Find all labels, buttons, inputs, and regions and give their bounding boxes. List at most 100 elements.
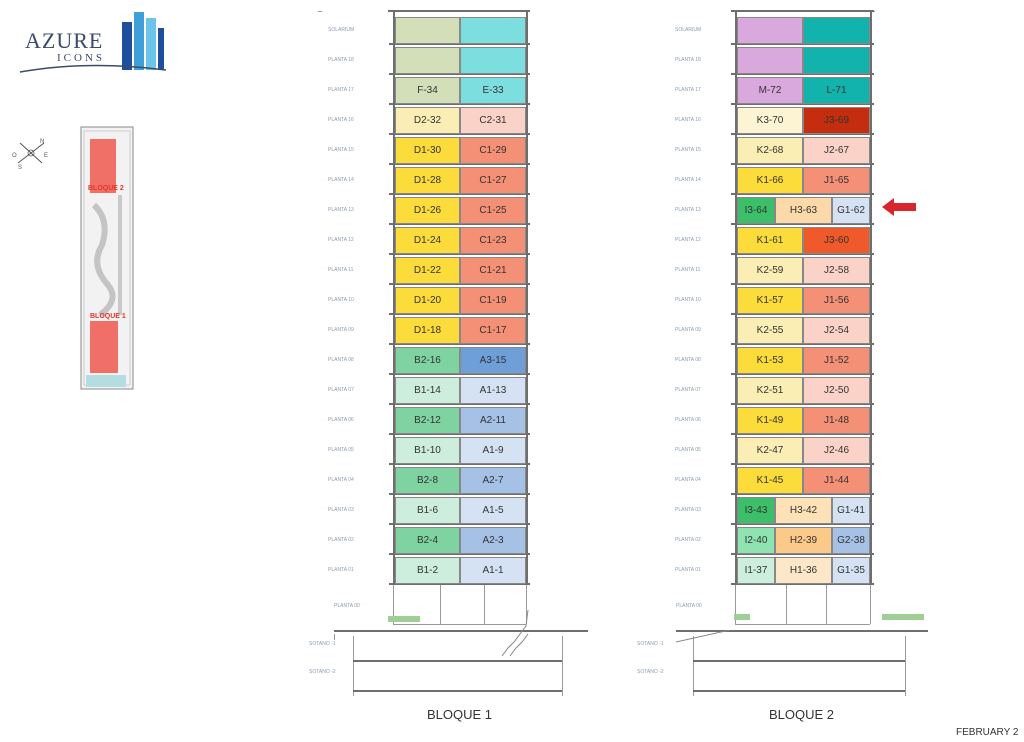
apartment-unit[interactable]: K2-47 <box>737 437 803 464</box>
floor-slab <box>731 313 874 315</box>
apartment-unit[interactable]: K3-70 <box>737 107 803 134</box>
apartment-unit[interactable]: K1-57 <box>737 287 803 314</box>
apartment-unit[interactable]: D1-26 <box>395 197 460 224</box>
apartment-unit[interactable] <box>395 47 460 74</box>
apartment-unit[interactable]: A1-5 <box>460 497 526 524</box>
floor-slab <box>731 553 874 555</box>
apartment-unit[interactable]: A1-9 <box>460 437 526 464</box>
floor-slab <box>731 193 874 195</box>
apartment-unit[interactable]: G1-35 <box>832 557 870 584</box>
apartment-unit[interactable]: L-71 <box>803 77 870 104</box>
apartment-unit[interactable]: B1-10 <box>395 437 460 464</box>
floor-label: PLANTA 07 <box>675 387 701 393</box>
apartment-unit[interactable] <box>460 17 526 44</box>
apartment-unit[interactable]: C1-21 <box>460 257 526 284</box>
apartment-unit[interactable]: B1-2 <box>395 557 460 584</box>
apartment-unit[interactable]: K1-61 <box>737 227 803 254</box>
floor-slab <box>389 403 530 405</box>
apartment-unit[interactable]: D1-30 <box>395 137 460 164</box>
apartment-unit[interactable] <box>460 47 526 74</box>
apartment-unit[interactable]: M-72 <box>737 77 803 104</box>
apartment-unit[interactable]: G2-38 <box>832 527 870 554</box>
apartment-unit[interactable]: C1-29 <box>460 137 526 164</box>
apartment-unit[interactable]: A3-15 <box>460 347 526 374</box>
apartment-unit[interactable]: K1-53 <box>737 347 803 374</box>
apartment-unit[interactable]: H1-36 <box>775 557 832 584</box>
apartment-unit[interactable]: G1-62 <box>832 197 870 224</box>
apartment-unit[interactable] <box>803 47 870 74</box>
apartment-unit[interactable]: C1-23 <box>460 227 526 254</box>
apartment-unit[interactable]: K1-45 <box>737 467 803 494</box>
apartment-unit[interactable]: C1-27 <box>460 167 526 194</box>
apartment-unit[interactable]: J1-52 <box>803 347 870 374</box>
apartment-unit[interactable]: I1-37 <box>737 557 775 584</box>
apartment-unit[interactable]: B2-8 <box>395 467 460 494</box>
apartment-unit[interactable]: J2-50 <box>803 377 870 404</box>
apartment-unit[interactable]: D1-22 <box>395 257 460 284</box>
floor-label: PLANTA 14 <box>675 177 701 183</box>
apartment-unit[interactable]: A1-1 <box>460 557 526 584</box>
apartment-unit[interactable]: C1-25 <box>460 197 526 224</box>
footer-date: FEBRUARY 2 <box>956 727 1019 738</box>
apartment-unit[interactable]: J2-67 <box>803 137 870 164</box>
apartment-unit[interactable]: C1-17 <box>460 317 526 344</box>
apartment-unit[interactable]: J2-46 <box>803 437 870 464</box>
apartment-unit[interactable]: A1-13 <box>460 377 526 404</box>
apartment-unit[interactable]: J1-65 <box>803 167 870 194</box>
apartment-unit[interactable]: C2-31 <box>460 107 526 134</box>
apartment-unit[interactable]: B1-14 <box>395 377 460 404</box>
compass-north: N <box>40 139 44 145</box>
apartment-unit[interactable]: B2-12 <box>395 407 460 434</box>
floor-slab <box>731 133 874 135</box>
apartment-unit[interactable]: K1-49 <box>737 407 803 434</box>
floor-label: PLANTA 11 <box>675 267 701 273</box>
apartment-unit[interactable]: B2-4 <box>395 527 460 554</box>
apartment-unit[interactable]: D1-20 <box>395 287 460 314</box>
apartment-unit[interactable]: B1-6 <box>395 497 460 524</box>
apartment-unit[interactable]: H3-63 <box>775 197 832 224</box>
apartment-unit[interactable]: D2-32 <box>395 107 460 134</box>
compass-east: E <box>44 153 48 159</box>
apartment-unit[interactable]: K2-68 <box>737 137 803 164</box>
apartment-unit[interactable]: A2-3 <box>460 527 526 554</box>
apartment-unit[interactable]: D1-28 <box>395 167 460 194</box>
apartment-unit[interactable]: B2-16 <box>395 347 460 374</box>
apartment-unit[interactable]: K1-66 <box>737 167 803 194</box>
apartment-unit[interactable]: I3-43 <box>737 497 775 524</box>
floor-label: PLANTA 06 <box>675 417 701 423</box>
highlight-arrow-icon <box>882 198 916 216</box>
apartment-unit[interactable]: J1-44 <box>803 467 870 494</box>
floor-slab <box>389 223 530 225</box>
apartment-unit[interactable]: J3-60 <box>803 227 870 254</box>
apartment-unit[interactable]: A2-11 <box>460 407 526 434</box>
floor-label: PLANTA 02 <box>675 537 701 543</box>
apartment-unit[interactable]: F-34 <box>395 77 460 104</box>
site-bloque2-footprint <box>90 139 116 193</box>
floor-slab <box>389 373 530 375</box>
apartment-unit[interactable]: I3-64 <box>737 197 775 224</box>
apartment-unit[interactable]: K2-51 <box>737 377 803 404</box>
apartment-unit[interactable]: K2-59 <box>737 257 803 284</box>
apartment-unit[interactable]: D1-18 <box>395 317 460 344</box>
apartment-unit[interactable] <box>737 17 803 44</box>
apartment-unit[interactable] <box>737 47 803 74</box>
apartment-unit[interactable]: J1-48 <box>803 407 870 434</box>
apartment-unit[interactable]: K2-55 <box>737 317 803 344</box>
floor-label: PLANTA 05 <box>675 447 701 453</box>
apartment-unit[interactable]: J1-56 <box>803 287 870 314</box>
apartment-unit[interactable]: D1-24 <box>395 227 460 254</box>
apartment-unit[interactable]: H2-39 <box>775 527 832 554</box>
apartment-unit[interactable]: I2-40 <box>737 527 775 554</box>
apartment-unit[interactable] <box>803 17 870 44</box>
apartment-unit[interactable]: E-33 <box>460 77 526 104</box>
apartment-unit[interactable]: H3-42 <box>775 497 832 524</box>
apartment-unit[interactable]: A2-7 <box>460 467 526 494</box>
floor-slab <box>731 163 874 165</box>
floor-label: PLANTA 13 <box>675 207 701 213</box>
apartment-unit[interactable] <box>395 17 460 44</box>
apartment-unit[interactable]: J2-58 <box>803 257 870 284</box>
apartment-unit[interactable]: G1-41 <box>832 497 870 524</box>
apartment-unit[interactable]: J2-54 <box>803 317 870 344</box>
apartment-unit[interactable]: J3-69 <box>803 107 870 134</box>
apartment-unit[interactable]: C1-19 <box>460 287 526 314</box>
